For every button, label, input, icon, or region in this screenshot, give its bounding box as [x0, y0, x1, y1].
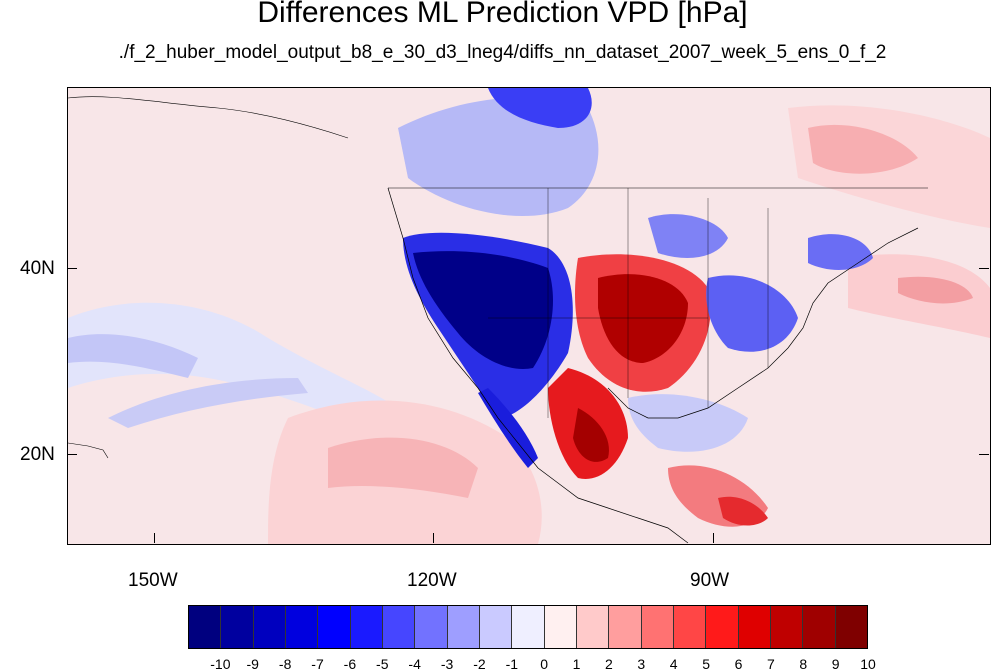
colorbar-label: 1	[572, 656, 581, 672]
colorbar-swatch	[576, 606, 610, 648]
field-region	[706, 275, 798, 352]
colorbar-label: 10	[860, 656, 876, 672]
y-tick-mark	[67, 454, 77, 455]
colorbar-label: 8	[799, 656, 808, 672]
y-tick-mark	[67, 268, 77, 269]
field-region	[628, 394, 748, 452]
colorbar-label: 7	[766, 656, 775, 672]
colorbar-label: 2	[605, 656, 613, 672]
colorbar-swatch	[253, 606, 286, 648]
field-region	[413, 251, 553, 369]
colorbar-label: 3	[637, 656, 646, 672]
field-region	[398, 97, 599, 217]
colorbar-label: -8	[278, 656, 292, 672]
colorbar-label: 5	[702, 656, 710, 672]
field-region	[898, 276, 973, 304]
map-panel	[67, 87, 991, 545]
colorbar-swatch	[738, 606, 771, 648]
colorbar-label: -1	[505, 656, 519, 672]
coastline	[387, 187, 689, 544]
colorbar-swatch	[641, 606, 674, 648]
colorbar-label: 9	[831, 656, 840, 672]
y-tick-mark	[979, 268, 989, 269]
x-tick-label: 90W	[690, 570, 730, 591]
colorbar-swatch	[512, 606, 545, 648]
colorbar-label: -10	[210, 656, 231, 672]
field-region	[808, 234, 873, 270]
x-tick-mark	[433, 533, 434, 543]
colorbar-label: -6	[343, 656, 357, 672]
colorbar-swatch	[447, 606, 480, 648]
colorbar-swatch	[189, 606, 222, 648]
colorbar-swatch	[415, 606, 448, 648]
colorbar-label: -5	[376, 656, 389, 672]
field-region	[573, 408, 609, 462]
x-tick-label: 150W	[128, 570, 178, 591]
colorbar-swatch	[835, 606, 867, 648]
colorbar-label: -2	[473, 656, 486, 672]
colorbar-swatch	[382, 606, 416, 648]
colorbar-label: -9	[246, 656, 259, 672]
field-region	[598, 274, 688, 363]
colorbar-label: -3	[440, 656, 454, 672]
x-tick-label: 120W	[407, 570, 457, 591]
field-region	[108, 378, 308, 428]
colorbar-swatch	[673, 606, 707, 648]
colorbar-swatch	[318, 606, 351, 648]
colorbar	[188, 605, 868, 649]
map-title: Differences ML Prediction VPD [hPa]	[257, 0, 748, 29]
field-region	[68, 302, 398, 438]
colorbar-swatch	[609, 606, 642, 648]
field-region	[808, 124, 918, 174]
colorbar-label: -4	[408, 656, 421, 672]
field-region	[488, 88, 592, 128]
border-line	[488, 188, 769, 418]
colorbar-swatch	[479, 606, 513, 648]
colorbar-label: 6	[734, 656, 743, 672]
y-tick-label: 20N	[20, 444, 55, 465]
coastline	[68, 442, 109, 459]
colorbar-swatch	[706, 606, 739, 648]
coastline	[68, 96, 349, 139]
colorbar-swatch	[803, 606, 836, 648]
colorbar-swatch	[544, 606, 577, 648]
x-tick-mark	[713, 533, 714, 543]
field-region	[478, 388, 538, 468]
colorbar-label: 4	[669, 656, 678, 672]
field-region	[718, 496, 768, 526]
y-tick-label: 40N	[20, 258, 55, 279]
colorbar-swatch	[285, 606, 319, 648]
colorbar-swatch	[221, 606, 254, 648]
y-tick-mark	[979, 454, 989, 455]
vpd-difference-map	[68, 88, 990, 544]
coastline	[607, 227, 919, 419]
x-tick-mark	[154, 533, 155, 543]
colorbar-label: -7	[311, 656, 324, 672]
map-subtitle: ./f_2_huber_model_output_b8_e_30_d3_lneg…	[118, 42, 887, 63]
colorbar-swatch	[350, 606, 383, 648]
colorbar-swatch	[770, 606, 804, 648]
field-region	[68, 334, 198, 378]
field-region	[328, 437, 478, 498]
colorbar-label: 0	[540, 656, 549, 672]
